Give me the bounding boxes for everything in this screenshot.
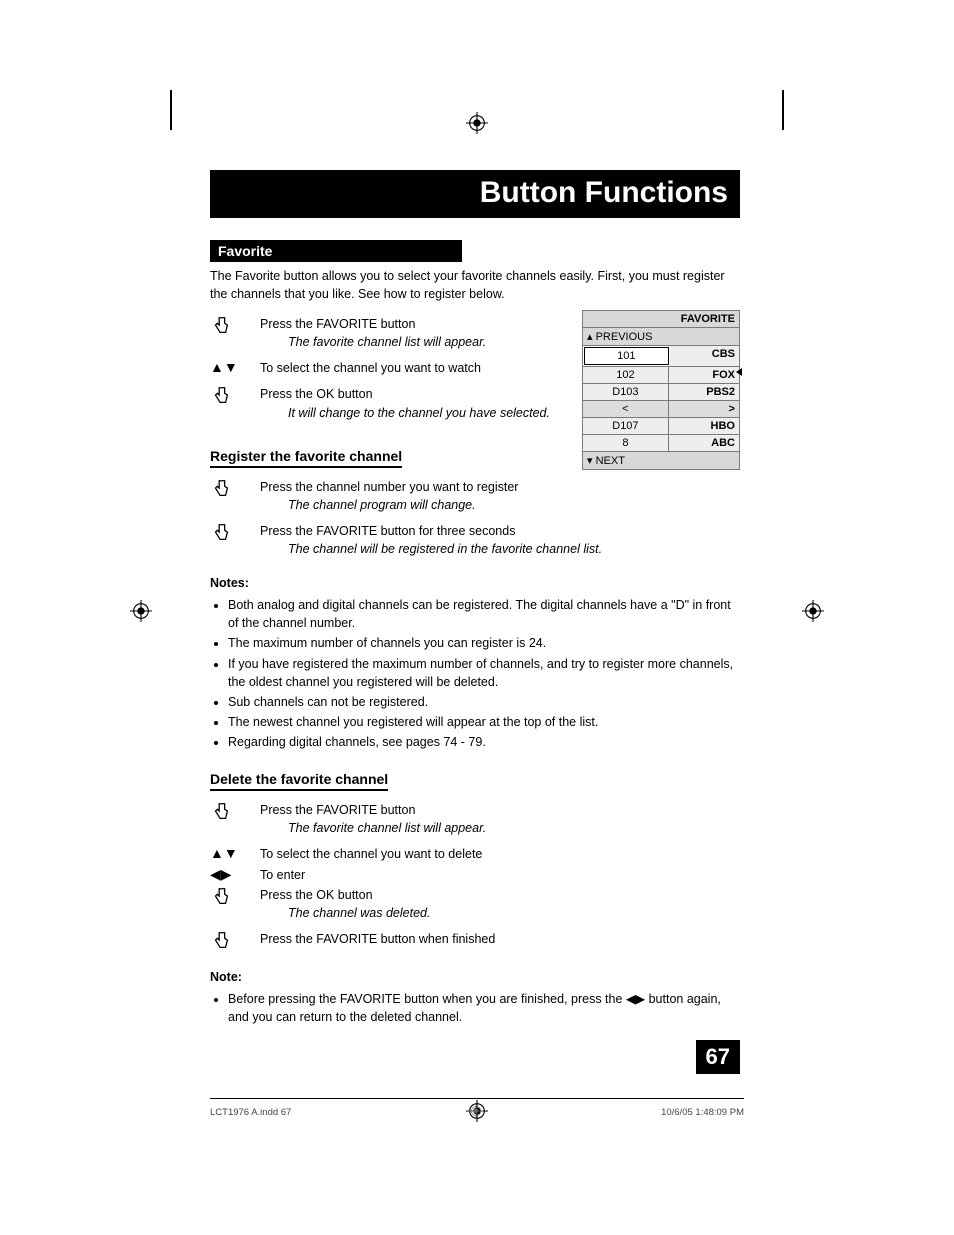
- instruction-subtext: The channel will be registered in the fa…: [288, 540, 602, 558]
- up-down-arrows-icon: ▲▼: [210, 845, 260, 861]
- favorite-menu-next: ▾ NEXT: [582, 452, 740, 470]
- print-footer: LCT1976 A.indd 67 10/6/05 1:48:09 PM: [210, 1098, 744, 1122]
- instruction-text: Press the channel number you want to reg…: [260, 480, 518, 494]
- instruction-text: To select the channel you want to watch: [260, 359, 481, 377]
- next-label: NEXT: [596, 455, 625, 467]
- instruction-subtext: The favorite channel list will appear.: [288, 819, 486, 837]
- channel-name: FOX: [669, 367, 739, 383]
- note-heading: Note:: [210, 970, 740, 984]
- favorite-menu-row: D103PBS2: [582, 384, 740, 401]
- favorite-menu-row: 101CBS: [582, 346, 740, 367]
- page-number: 67: [696, 1040, 740, 1074]
- subheading-delete: Delete the favorite channel: [210, 771, 388, 791]
- channel-number: <: [583, 401, 669, 417]
- instruction-subtext: The channel was deleted.: [288, 904, 430, 922]
- registration-mark-icon: [130, 600, 152, 622]
- channel-name: PBS2: [669, 384, 739, 400]
- subheading-register: Register the favorite channel: [210, 448, 402, 468]
- instruction-subtext: The favorite channel list will appear.: [288, 333, 486, 351]
- channel-name: >: [669, 401, 739, 417]
- channel-name: ABC: [669, 435, 739, 451]
- notes-heading: Notes:: [210, 576, 740, 590]
- instruction-text: Press the OK button: [260, 387, 373, 401]
- notes-list: Both analog and digital channels can be …: [210, 596, 740, 751]
- channel-number: 101: [584, 347, 669, 365]
- favorite-menu-title: FAVORITE: [582, 310, 740, 328]
- press-button-icon: [210, 886, 260, 908]
- section-label-favorite: Favorite: [210, 240, 462, 262]
- instruction-text: Press the FAVORITE button for three seco…: [260, 524, 515, 538]
- press-button-icon: [210, 478, 260, 500]
- footer-reg-icon: [468, 1103, 484, 1122]
- channel-name: CBS: [670, 346, 739, 366]
- page-title: Button Functions: [210, 170, 740, 218]
- note-item: The maximum number of channels you can r…: [228, 634, 740, 652]
- footer-file-info: LCT1976 A.indd 67: [210, 1107, 291, 1118]
- note-item: If you have registered the maximum numbe…: [228, 655, 740, 691]
- note-item: The newest channel you registered will a…: [228, 713, 740, 731]
- prev-label: PREVIOUS: [596, 331, 653, 343]
- instruction-row: Press the channel number you want to reg…: [210, 478, 740, 514]
- footer-timestamp: 10/6/05 1:48:09 PM: [661, 1107, 744, 1118]
- instruction-text: Press the FAVORITE button: [260, 317, 415, 331]
- instruction-subtext: The channel program will change.: [288, 496, 518, 514]
- instruction-text: Press the FAVORITE button: [260, 803, 415, 817]
- instruction-text: Press the FAVORITE button when finished: [260, 930, 495, 948]
- note-item: Both analog and digital channels can be …: [228, 596, 740, 632]
- press-button-icon: [210, 385, 260, 407]
- instruction-row: Press the FAVORITE button when finished: [210, 930, 740, 952]
- favorite-menu-row: 102FOX: [582, 367, 740, 384]
- press-button-icon: [210, 522, 260, 544]
- instruction-row: ▲▼ To select the channel you want to del…: [210, 845, 740, 863]
- favorite-menu-row: <>: [582, 401, 740, 418]
- cursor-indicator-icon: [736, 368, 742, 376]
- press-button-icon: [210, 801, 260, 823]
- channel-number: 102: [583, 367, 669, 383]
- channel-number: D107: [583, 418, 669, 434]
- favorite-menu-prev: ▴ PREVIOUS: [582, 328, 740, 346]
- note-item: Before pressing the FAVORITE button when…: [228, 990, 740, 1026]
- left-right-arrows-icon: ◀▶: [210, 866, 260, 883]
- note-item: Sub channels can not be registered.: [228, 693, 740, 711]
- instruction-row: ◀▶ To enter: [210, 866, 740, 884]
- up-down-arrows-icon: ▲▼: [210, 359, 260, 375]
- registration-mark-icon: [466, 112, 488, 134]
- instruction-text: To enter: [260, 866, 305, 884]
- instruction-text: To select the channel you want to delete: [260, 845, 482, 863]
- note-list: Before pressing the FAVORITE button when…: [210, 990, 740, 1026]
- instruction-text: Press the OK button: [260, 888, 373, 902]
- channel-name: HBO: [669, 418, 739, 434]
- instruction-row: Press the FAVORITE button for three seco…: [210, 522, 740, 558]
- instruction-row: Press the FAVORITE button The favorite c…: [210, 801, 740, 837]
- note-item: Regarding digital channels, see pages 74…: [228, 733, 740, 751]
- favorite-menu: FAVORITE ▴ PREVIOUS 101CBS102FOXD103PBS2…: [582, 310, 740, 470]
- favorite-menu-row: 8ABC: [582, 435, 740, 452]
- intro-paragraph: The Favorite button allows you to select…: [210, 268, 740, 303]
- instruction-row: Press the OK button The channel was dele…: [210, 886, 740, 922]
- instruction-subtext: It will change to the channel you have s…: [288, 404, 550, 422]
- channel-number: 8: [583, 435, 669, 451]
- page-content: Button Functions Favorite The Favorite b…: [210, 170, 740, 1028]
- channel-number: D103: [583, 384, 669, 400]
- press-button-icon: [210, 315, 260, 337]
- registration-mark-icon: [802, 600, 824, 622]
- favorite-menu-row: D107HBO: [582, 418, 740, 435]
- press-button-icon: [210, 930, 260, 952]
